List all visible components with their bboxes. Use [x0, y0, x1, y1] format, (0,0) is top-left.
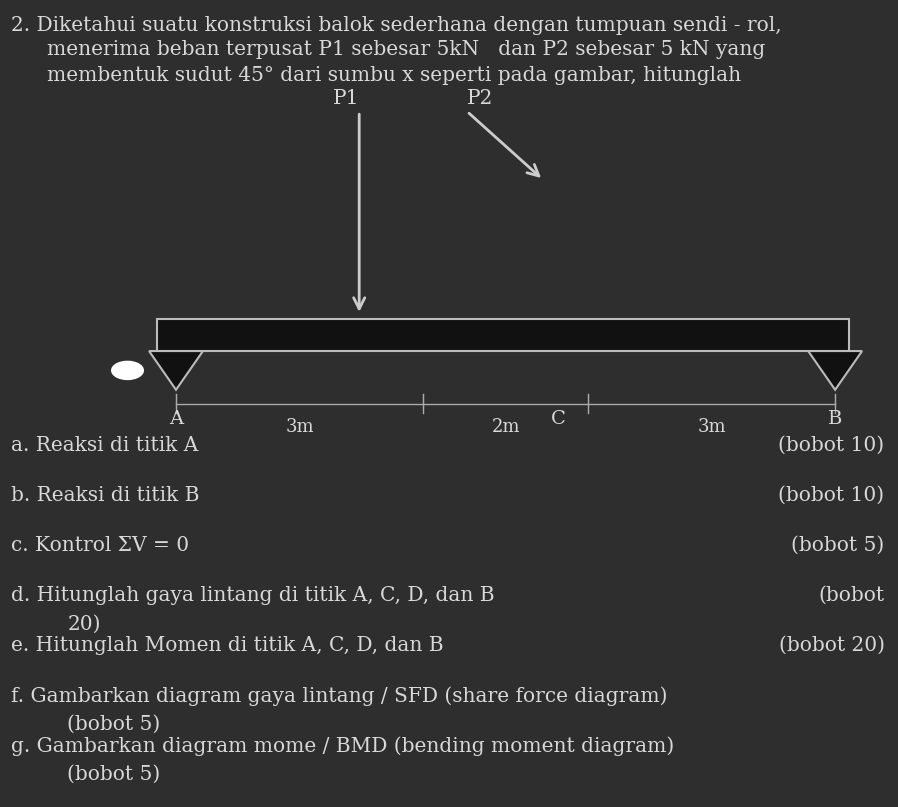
Text: a. Reaksi di titik A: a. Reaksi di titik A	[11, 436, 198, 455]
Text: C: C	[551, 410, 566, 428]
Text: P1: P1	[332, 89, 359, 108]
Text: (bobot 20): (bobot 20)	[779, 636, 885, 655]
Text: (bobot 5): (bobot 5)	[67, 715, 161, 734]
Text: 20): 20)	[67, 615, 101, 634]
Text: (bobot 10): (bobot 10)	[779, 436, 885, 455]
Text: 2. Diketahui suatu konstruksi balok sederhana dengan tumpuan sendi - rol,: 2. Diketahui suatu konstruksi balok sede…	[11, 16, 781, 36]
Text: (bobot: (bobot	[818, 586, 885, 605]
Text: (bobot 5): (bobot 5)	[791, 536, 885, 555]
Text: f. Gambarkan diagram gaya lintang / SFD (share force diagram): f. Gambarkan diagram gaya lintang / SFD …	[11, 686, 667, 705]
Text: c. Kontrol ΣV = 0: c. Kontrol ΣV = 0	[11, 536, 189, 555]
Text: A: A	[169, 410, 183, 428]
Polygon shape	[808, 351, 862, 390]
Text: 3m: 3m	[286, 418, 314, 436]
Text: (bobot 10): (bobot 10)	[779, 486, 885, 505]
Text: d. Hitunglah gaya lintang di titik A, C, D, dan B: d. Hitunglah gaya lintang di titik A, C,…	[11, 586, 495, 605]
Text: g. Gambarkan diagram mome / BMD (bending moment diagram): g. Gambarkan diagram mome / BMD (bending…	[11, 736, 674, 755]
Text: b. Reaksi di titik B: b. Reaksi di titik B	[11, 486, 199, 505]
Text: B: B	[828, 410, 842, 428]
Text: P2: P2	[467, 89, 494, 108]
Polygon shape	[149, 351, 203, 390]
Text: e. Hitunglah Momen di titik A, C, D, dan B: e. Hitunglah Momen di titik A, C, D, dan…	[11, 636, 444, 655]
Ellipse shape	[111, 362, 144, 379]
Text: (bobot 5): (bobot 5)	[67, 765, 161, 784]
Text: menerima beban terpusat P1 sebesar 5kN   dan P2 sebesar 5 kN yang: menerima beban terpusat P1 sebesar 5kN d…	[47, 40, 765, 60]
Text: 2m: 2m	[491, 418, 520, 436]
Text: membentuk sudut 45° dari sumbu x seperti pada gambar, hitunglah: membentuk sudut 45° dari sumbu x seperti…	[47, 66, 741, 86]
Bar	[157, 319, 849, 351]
Text: 3m: 3m	[697, 418, 726, 436]
